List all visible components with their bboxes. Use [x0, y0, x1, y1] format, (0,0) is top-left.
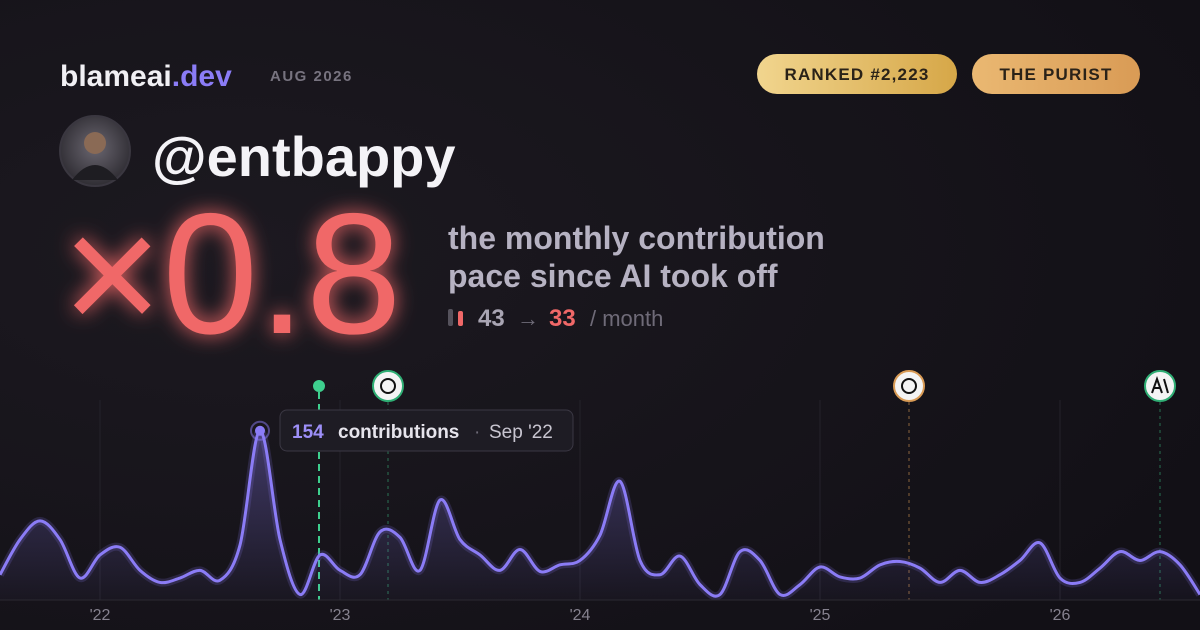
- brand-name: blameai: [60, 60, 172, 93]
- badge: [972, 54, 1140, 94]
- event-icon-glyph: [1151, 376, 1169, 394]
- event-icon: [372, 370, 404, 402]
- multiplier: ×0.8: [62, 178, 402, 370]
- chart: '22 '23 '24 '25 '26: [0, 400, 1200, 624]
- x-tick-label: '26: [1050, 607, 1071, 624]
- unit: / month: [590, 306, 663, 331]
- after-value: 33: [549, 305, 576, 332]
- x-tick-label: '24: [570, 607, 591, 624]
- brand: blameai.dev: [60, 60, 232, 93]
- highlight-ring: [250, 420, 270, 441]
- line: [0, 429, 1200, 598]
- description: the monthly contribution: [448, 220, 825, 256]
- tooltip-label: contributions: [338, 422, 459, 443]
- badge-label: THE PURIST: [999, 65, 1112, 84]
- handle: @entbappy: [152, 125, 456, 188]
- tooltip-value: 154: [292, 422, 324, 443]
- event-icon: [893, 370, 925, 402]
- tooltip-box: [279, 409, 574, 452]
- badge-label: RANKED #2,223: [784, 65, 929, 84]
- tooltip-date: Sep '22: [489, 422, 553, 443]
- description: pace since AI took off: [448, 258, 778, 294]
- pace-icon: [448, 309, 453, 326]
- pace-icon: [458, 311, 463, 326]
- event-icon-glyph: [901, 378, 917, 394]
- before-value: 43: [478, 305, 505, 332]
- date: AUG 2026: [270, 68, 353, 85]
- x-tick-label: '25: [810, 607, 831, 624]
- highlight-point: [255, 425, 265, 436]
- arrow: →: [517, 306, 539, 331]
- event-icon-glyph: [380, 378, 396, 394]
- x-tick-label: '23: [330, 607, 351, 624]
- tooltip: 154 contributions · Sep '22: [279, 409, 574, 452]
- avatar-face: [84, 132, 106, 154]
- badge: [757, 54, 957, 94]
- event-dot: [313, 380, 325, 392]
- tooltip-separator: ·: [474, 422, 480, 443]
- avatar-body: [72, 165, 118, 180]
- brand-tld: .dev: [172, 60, 232, 93]
- x-tick-label: '22: [90, 607, 111, 624]
